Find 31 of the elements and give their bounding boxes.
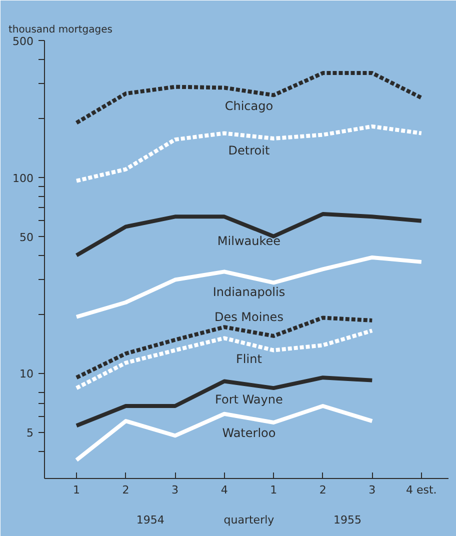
x-tick-label: 1 <box>270 484 278 496</box>
y-tick-label: 5 <box>26 426 34 440</box>
line-series <box>74 404 374 462</box>
line-series <box>74 376 374 428</box>
series-label: Chicago <box>224 99 274 114</box>
line-series <box>74 212 424 258</box>
y-tick-label: 100 <box>12 172 34 185</box>
x-tick-label: 2 <box>122 484 130 496</box>
series-label: Fort Wayne <box>215 392 283 406</box>
y-tick-label: 10 <box>20 368 34 381</box>
series-label: Des Moines <box>214 310 284 324</box>
x-tick-label: 2 <box>319 484 326 496</box>
y-axis-title: thousand mortgages <box>8 24 112 36</box>
text: 1954 <box>136 514 164 526</box>
series-label: Indianapolis <box>212 284 286 299</box>
x-axis-title: quarterly <box>224 514 275 526</box>
series-label: Flint <box>236 352 262 366</box>
x-tick-label: 4 <box>220 484 228 496</box>
series-label: Waterloo <box>222 426 276 440</box>
text: 1955 <box>334 514 362 526</box>
x-tick-label: 3 <box>172 484 179 496</box>
x-tick-label: 1 <box>73 484 80 496</box>
series-label: Detroit <box>228 144 270 158</box>
line-series <box>74 71 424 125</box>
y-tick-label: 500 <box>12 35 34 48</box>
series-label: Milwaukee <box>217 234 281 248</box>
line-series <box>74 328 374 390</box>
line-series <box>74 124 424 183</box>
y-tick-label: 50 <box>20 230 34 244</box>
x-tick-label: 3 <box>368 484 376 496</box>
x-tick-label: 4 est. <box>406 484 437 496</box>
